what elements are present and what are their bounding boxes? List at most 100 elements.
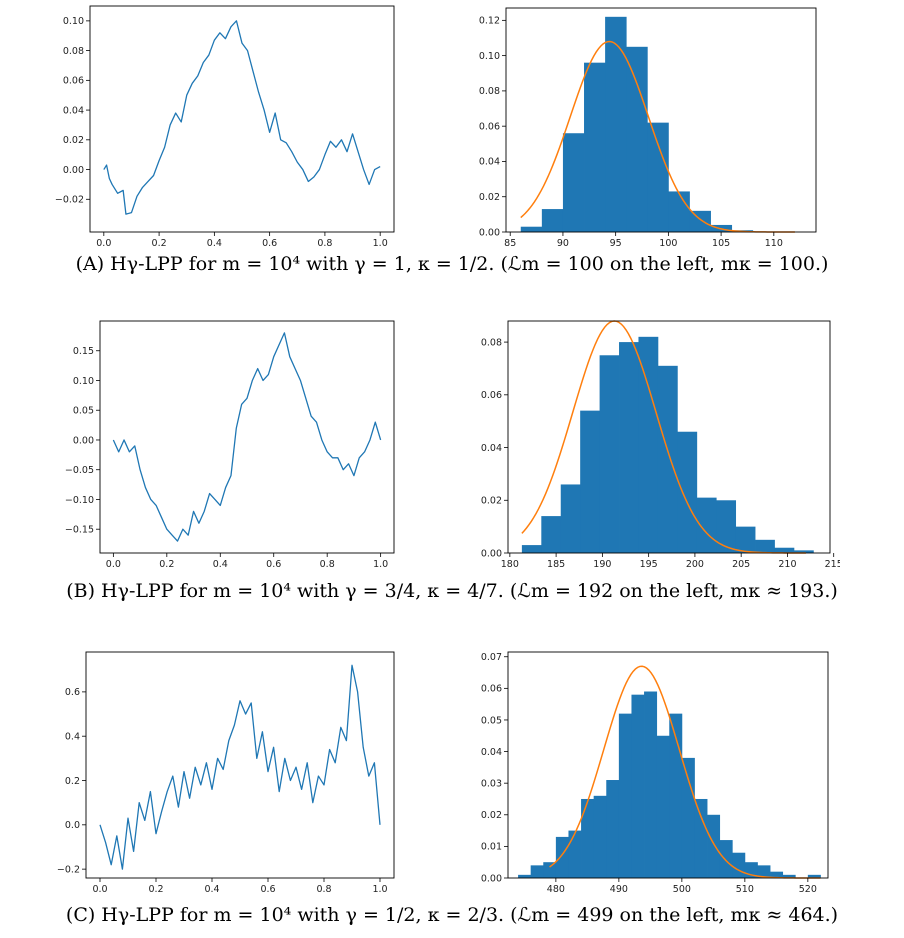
y-tick-label: 0.6 (65, 687, 80, 698)
histogram-bar (606, 780, 620, 878)
y-tick-label: 0.4 (65, 731, 80, 742)
y-tick-label: 0.2 (65, 776, 80, 787)
y-tick-label: 0.10 (479, 51, 500, 62)
histogram-bar (719, 840, 733, 878)
y-tick-label: 0.02 (479, 192, 500, 203)
histogram-bar (518, 874, 532, 878)
axes-frame (99, 320, 395, 554)
histogram-bar (716, 500, 737, 553)
x-tick-label: 200 (686, 559, 704, 570)
x-tick-label: 1.0 (373, 238, 388, 249)
x-tick-label: 0.0 (96, 238, 111, 249)
y-tick-label: −0.02 (55, 195, 84, 206)
line-chart-a: 0.0 0.2 0.4 0.6 0.8 1.0 −0.02 0.00 0.02 0.04 0.06 0… (55, 5, 395, 249)
histogram-bar (543, 862, 557, 878)
y-tick-label: 0.08 (479, 86, 500, 97)
figure-panel-b-left: 0.0 0.2 0.4 0.6 0.8 1.0 −0.15 −0.10 −0.05 0.00 0.0… (52, 315, 404, 575)
histogram-bar (581, 798, 595, 878)
y-tick-label: 0.01 (481, 842, 502, 853)
histogram-bar (807, 874, 821, 878)
y-tick-label: 0.04 (479, 157, 500, 168)
x-tick-label: 0.8 (316, 884, 331, 895)
histogram-bar (755, 539, 775, 553)
y-tick-label: 0.12 (479, 16, 500, 27)
x-tick-label: 0.2 (159, 559, 174, 570)
x-tick-label: 110 (765, 238, 783, 249)
y-tick-label: −0.2 (57, 864, 80, 875)
axes-frame (505, 7, 817, 233)
histogram-bar (657, 365, 678, 553)
x-tick-label: 0.4 (213, 559, 228, 570)
histogram-bar (584, 62, 606, 232)
x-tick-label: 0.2 (152, 238, 167, 249)
histogram-bar (555, 836, 569, 878)
y-tick-label: 0.10 (73, 376, 94, 387)
histogram-bar (647, 122, 669, 232)
y-tick-label: 0.05 (481, 715, 502, 726)
y-tick-label: 0.02 (481, 810, 502, 821)
caption-c: (C) Hγ-LPP for m = 10⁴ with γ = 1/2, κ =… (65, 904, 839, 926)
x-tick-label: 90 (557, 238, 569, 249)
x-tick-label: 215 (825, 559, 840, 570)
histogram-bar (774, 547, 795, 553)
y-tick-label: −0.15 (65, 525, 94, 536)
y-tick-label: 0.08 (481, 337, 502, 348)
x-tick-label: 195 (640, 559, 658, 570)
x-tick-label: 190 (593, 559, 611, 570)
y-tick-label: 0.06 (479, 121, 500, 132)
x-tick-label: 0.6 (262, 238, 277, 249)
x-tick-label: 95 (610, 238, 622, 249)
figure-panel-c-left: 0.0 0.2 0.4 0.6 0.8 1.0 −0.2 0.0 0.2 0.4 0.6 (52, 646, 404, 898)
y-tick-label: −0.05 (65, 465, 94, 476)
histogram-bar (618, 713, 632, 878)
y-tick-label: 0.06 (481, 684, 502, 695)
histogram-bar (562, 133, 585, 232)
y-tick-label: 0.02 (63, 135, 84, 146)
x-tick-label: 500 (673, 884, 691, 895)
histogram-bar (520, 226, 543, 232)
x-tick-label: 0.6 (266, 559, 281, 570)
y-tick-label: 0.06 (481, 390, 502, 401)
histogram-bar (782, 874, 796, 878)
figure-panel-b-right: 180 185 190 195 200 205 210 215 0.00 0.02 0.04 0.06… (466, 315, 840, 575)
y-tick-label: 0.00 (479, 227, 500, 238)
y-tick-label: 0.0 (65, 820, 80, 831)
y-tick-label: 0.04 (481, 443, 502, 454)
x-tick-label: 100 (659, 238, 677, 249)
figure-panel-c-right: 480 490 500 510 520 0.00 0.01 0.02 0.03 0.04 0.05 0… (466, 646, 840, 898)
histogram-bar (668, 191, 690, 232)
y-tick-label: −0.10 (65, 495, 94, 506)
y-tick-label: 0.00 (63, 165, 84, 176)
histogram-bar (541, 516, 562, 553)
y-tick-label: 0.03 (481, 778, 502, 789)
histogram-bar (541, 209, 564, 232)
histogram-bar (677, 431, 698, 553)
caption-b: (B) Hγ-LPP for m = 10⁴ with γ = 3/4, κ =… (66, 580, 838, 602)
x-tick-label: 0.4 (207, 238, 222, 249)
axes-frame (507, 651, 829, 879)
x-tick-label: 85 (504, 238, 516, 249)
y-tick-label: 0.15 (73, 346, 94, 357)
histogram-bar (793, 550, 814, 553)
caption-a: (A) Hγ-LPP for m = 10⁴ with γ = 1, κ = 1… (75, 253, 829, 275)
figure-panel-a-left: 0.0 0.2 0.4 0.6 0.8 1.0 −0.02 0.00 0.02 0.04 0.06 0… (52, 0, 404, 250)
gaussian-fit-curve (521, 320, 806, 554)
figure-panel-a-right: 85 90 95 100 105 110 0.00 0.02 0.04 0.06 0.08 0.10 0… (466, 0, 824, 250)
y-tick-label: 0.00 (481, 548, 502, 559)
histogram-bar (560, 484, 581, 553)
x-tick-label: 1.0 (373, 559, 388, 570)
histogram-bar (770, 871, 784, 878)
y-tick-label: 0.00 (73, 435, 94, 446)
x-tick-label: 180 (501, 559, 519, 570)
histogram-bar (619, 342, 639, 553)
histogram-bar (605, 16, 627, 233)
histogram-bar (626, 46, 648, 233)
histogram-bar (681, 757, 695, 878)
series-line (99, 664, 381, 870)
series-line (112, 332, 382, 542)
y-tick-label: 0.02 (481, 496, 502, 507)
histogram-bar (757, 865, 771, 878)
x-tick-label: 490 (610, 884, 628, 895)
histogram-bar (593, 795, 607, 878)
histogram-bar (568, 830, 582, 878)
